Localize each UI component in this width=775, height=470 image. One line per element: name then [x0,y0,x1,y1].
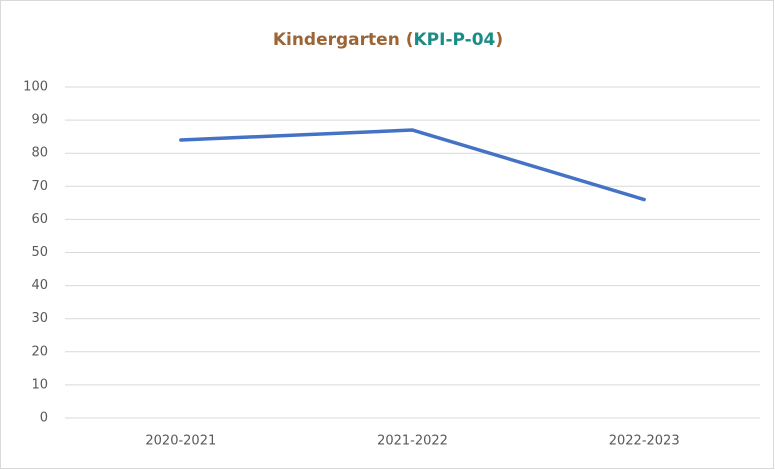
y-tick-label: 40 [31,278,48,293]
y-tick-label: 0 [40,411,48,426]
y-tick-label: 100 [23,80,48,95]
y-tick-label: 20 [31,344,48,359]
y-tick-label: 70 [31,179,48,194]
x-tick-label: 2021-2022 [377,434,448,449]
y-tick-label: 80 [31,146,48,161]
chart-title: Kindergarten (KPI-P-04) [273,30,503,50]
title-part: Kindergarten ( [273,30,414,50]
y-tick-label: 50 [31,245,48,260]
title-part: ) [495,30,503,50]
x-tick-label: 2022-2023 [609,434,680,449]
title-part: KPI-P-04 [414,30,496,50]
data-line [179,128,646,202]
x-tick-label: 2020-2021 [145,434,216,449]
y-tick-label: 90 [31,113,48,128]
y-tick-label: 10 [31,377,48,392]
y-tick-label: 60 [31,212,48,227]
y-tick-label: 30 [31,311,48,326]
